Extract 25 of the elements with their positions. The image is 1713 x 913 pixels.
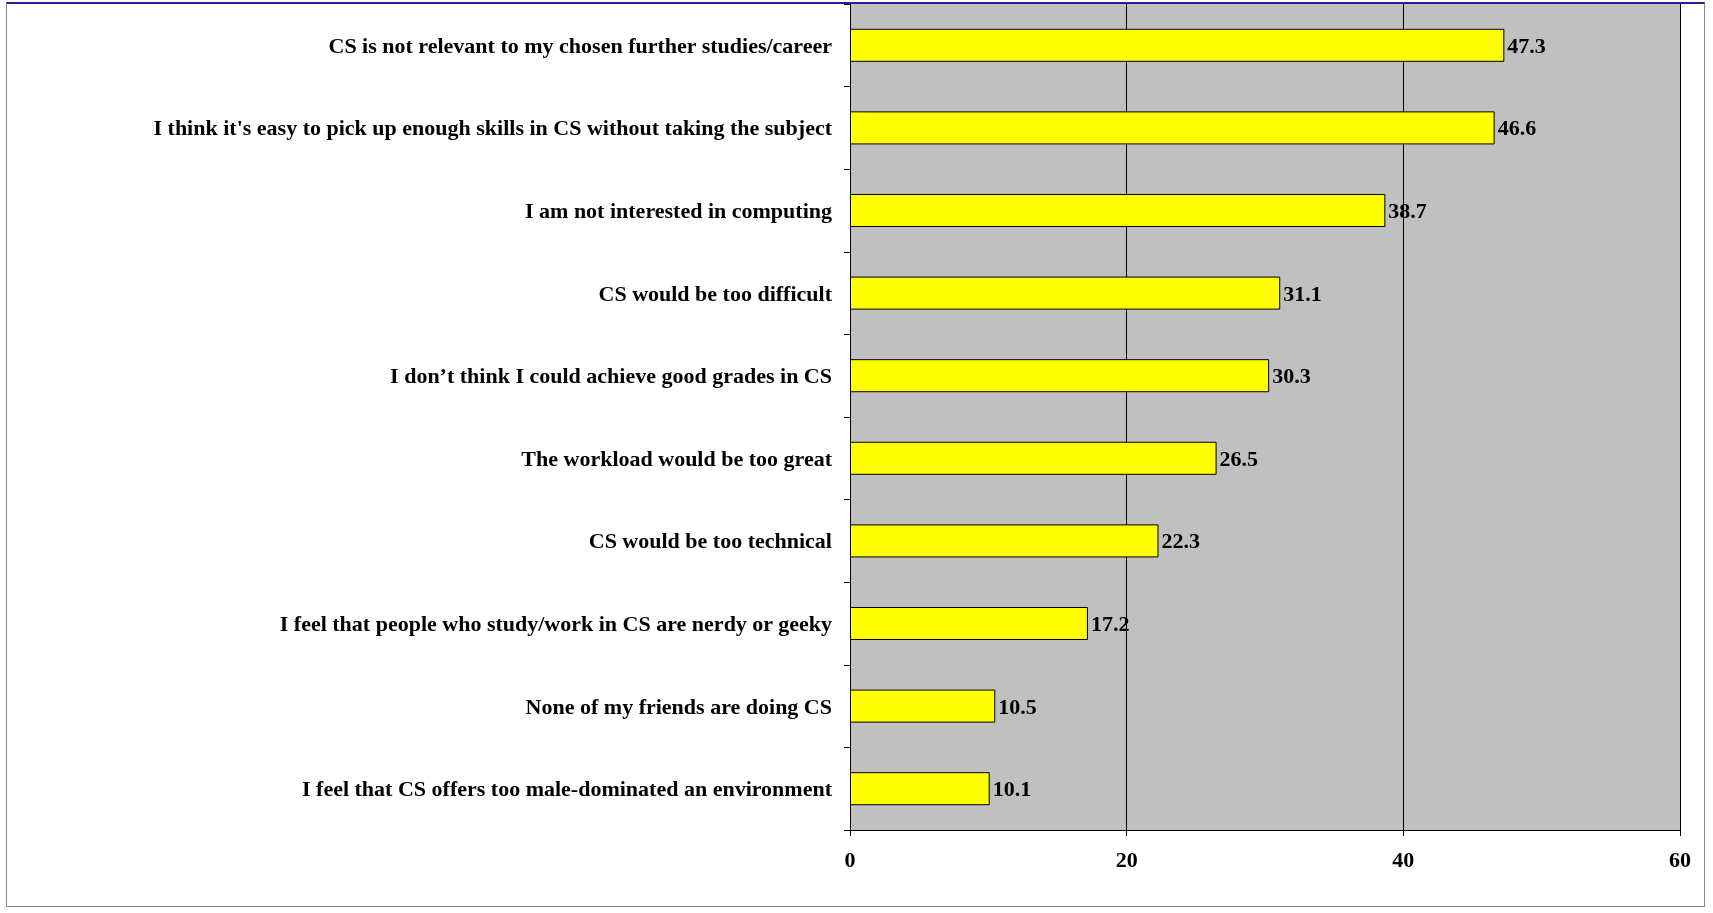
x-tick-label: 40: [1392, 846, 1415, 872]
y-tick-label: I feel that people who study/work in CS are nerdy or geeky: [279, 611, 832, 636]
y-tick-label: I am not interested in computing: [525, 198, 832, 223]
data-label: 10.5: [998, 693, 1037, 719]
bar: [850, 772, 990, 806]
y-tick-label: None of my friends are doing CS: [525, 693, 832, 719]
data-label: 26.5: [1219, 445, 1259, 471]
data-label: 22.3: [1161, 528, 1200, 554]
y-tick-label: CS would be too technical: [588, 528, 832, 554]
y-tick-label: I don’t think I could achieve good grades in CS: [390, 363, 832, 389]
data-label: 10.1: [992, 776, 1032, 802]
y-tick-label: CS would be too difficult: [598, 280, 833, 306]
data-label: 31.1: [1283, 280, 1322, 306]
x-tick-label: 60: [1669, 846, 1691, 872]
y-tick-label: I feel that CS offers too male-dominated an environment: [302, 776, 833, 802]
y-tick-label: The workload would be too great: [521, 445, 833, 471]
bar: [850, 606, 1088, 641]
data-label: 46.6: [1497, 115, 1537, 141]
data-label: 47.3: [1507, 32, 1546, 58]
y-tick-label: I think it's easy to pick up enough skills in CS without taking the subject: [153, 115, 833, 141]
y-tick-label: CS is not relevant to my chosen further studies/career: [328, 32, 833, 58]
x-tick-label: 0: [844, 846, 856, 872]
bar: [850, 689, 996, 723]
data-label: 30.3: [1272, 363, 1311, 389]
x-tick-label: 20: [1115, 846, 1138, 872]
